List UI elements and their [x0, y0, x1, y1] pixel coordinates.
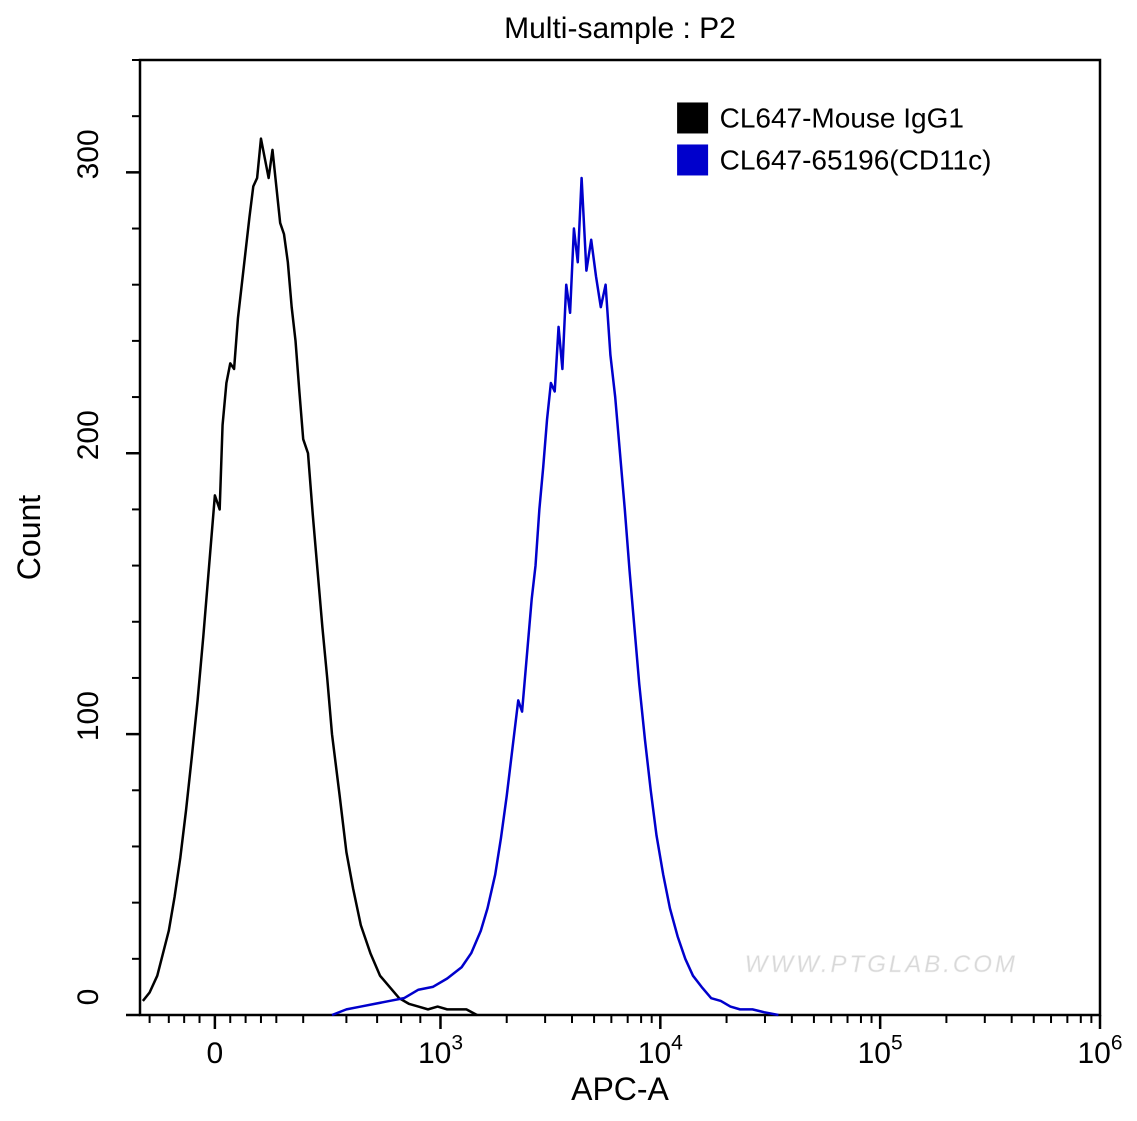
flow-cytometry-chart: 0 100 200 300 Count 0 103 104 105 106 APC-A Multi-s… [0, 0, 1137, 1121]
svg-text:WWW.PTGLAB.COM: WWW.PTGLAB.COM [745, 951, 1018, 978]
svg-text:0: 0 [72, 989, 105, 1006]
chart-svg: 0 100 200 300 Count 0 103 104 105 106 APC-A Multi-s… [0, 0, 1137, 1121]
svg-text:APC-A: APC-A [571, 1071, 669, 1107]
svg-text:0: 0 [207, 1037, 224, 1070]
svg-text:CL647-Mouse IgG1: CL647-Mouse IgG1 [720, 103, 964, 134]
svg-text:105: 105 [858, 1032, 903, 1071]
svg-text:Multi-sample : P2: Multi-sample : P2 [504, 12, 736, 45]
svg-text:104: 104 [638, 1032, 683, 1071]
svg-text:CL647-65196(CD11c): CL647-65196(CD11c) [720, 145, 992, 176]
svg-text:200: 200 [72, 410, 105, 460]
svg-text:100: 100 [72, 691, 105, 741]
svg-text:103: 103 [418, 1032, 463, 1071]
svg-text:300: 300 [72, 129, 105, 179]
svg-text:Count: Count [11, 495, 47, 581]
svg-text:106: 106 [1077, 1032, 1122, 1071]
